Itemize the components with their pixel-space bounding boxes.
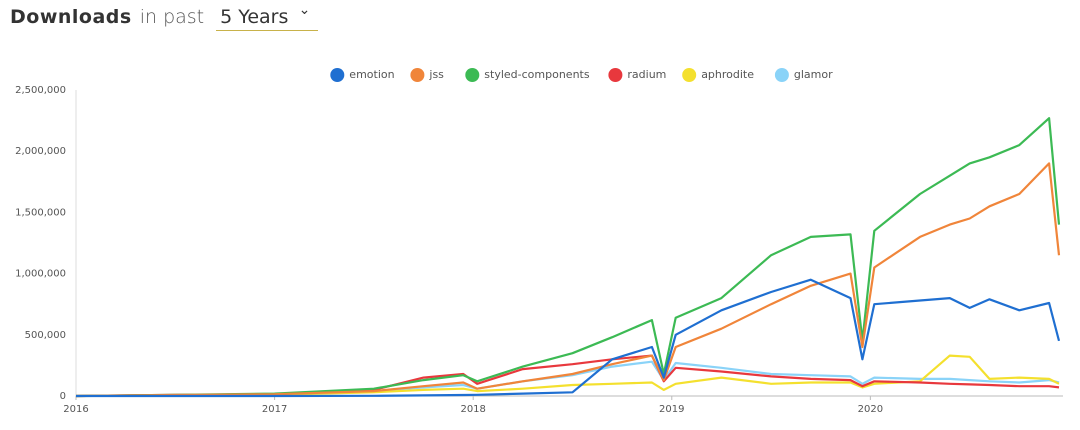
- x-tick-label: 2017: [262, 404, 287, 415]
- series-line: [75, 354, 1060, 398]
- y-tick-label: 1,000,000: [15, 269, 66, 280]
- x-tick-label: 2019: [659, 404, 684, 415]
- y-tick-label: 2,500,000: [15, 85, 66, 96]
- x-tick-label: 2018: [460, 404, 485, 415]
- period-select[interactable]: 5 Years: [216, 2, 319, 31]
- x-tick-label: 2020: [858, 404, 883, 415]
- legend-swatch[interactable]: [608, 68, 623, 82]
- y-tick-label: 0: [60, 391, 66, 402]
- legend-swatch[interactable]: [465, 68, 480, 82]
- legend-label[interactable]: jss: [428, 68, 444, 81]
- x-tick-label: 2016: [63, 404, 88, 415]
- series-line: [76, 278, 1061, 398]
- title: Downloads: [10, 6, 132, 28]
- y-tick-label: 1,500,000: [15, 207, 66, 218]
- legend-swatch[interactable]: [330, 68, 345, 82]
- title-prefix: in past: [139, 6, 205, 28]
- series-line: [75, 117, 1061, 398]
- legend-swatch[interactable]: [410, 68, 425, 82]
- y-tick-label: 2,000,000: [15, 146, 66, 157]
- legend-label[interactable]: emotion: [349, 68, 394, 81]
- series-line: [75, 162, 1061, 398]
- legend-label[interactable]: aphrodite: [701, 68, 754, 81]
- legend-swatch[interactable]: [774, 68, 789, 82]
- legend-label[interactable]: glamor: [794, 68, 833, 81]
- legend-label[interactable]: styled-components: [484, 68, 590, 81]
- legend-label[interactable]: radium: [627, 68, 666, 81]
- y-tick-label: 500,000: [25, 330, 66, 341]
- legend-swatch[interactable]: [682, 68, 697, 82]
- header: Downloads in past 5 Years: [10, 2, 319, 31]
- series-line: [75, 354, 1060, 398]
- series-line: [75, 360, 1060, 398]
